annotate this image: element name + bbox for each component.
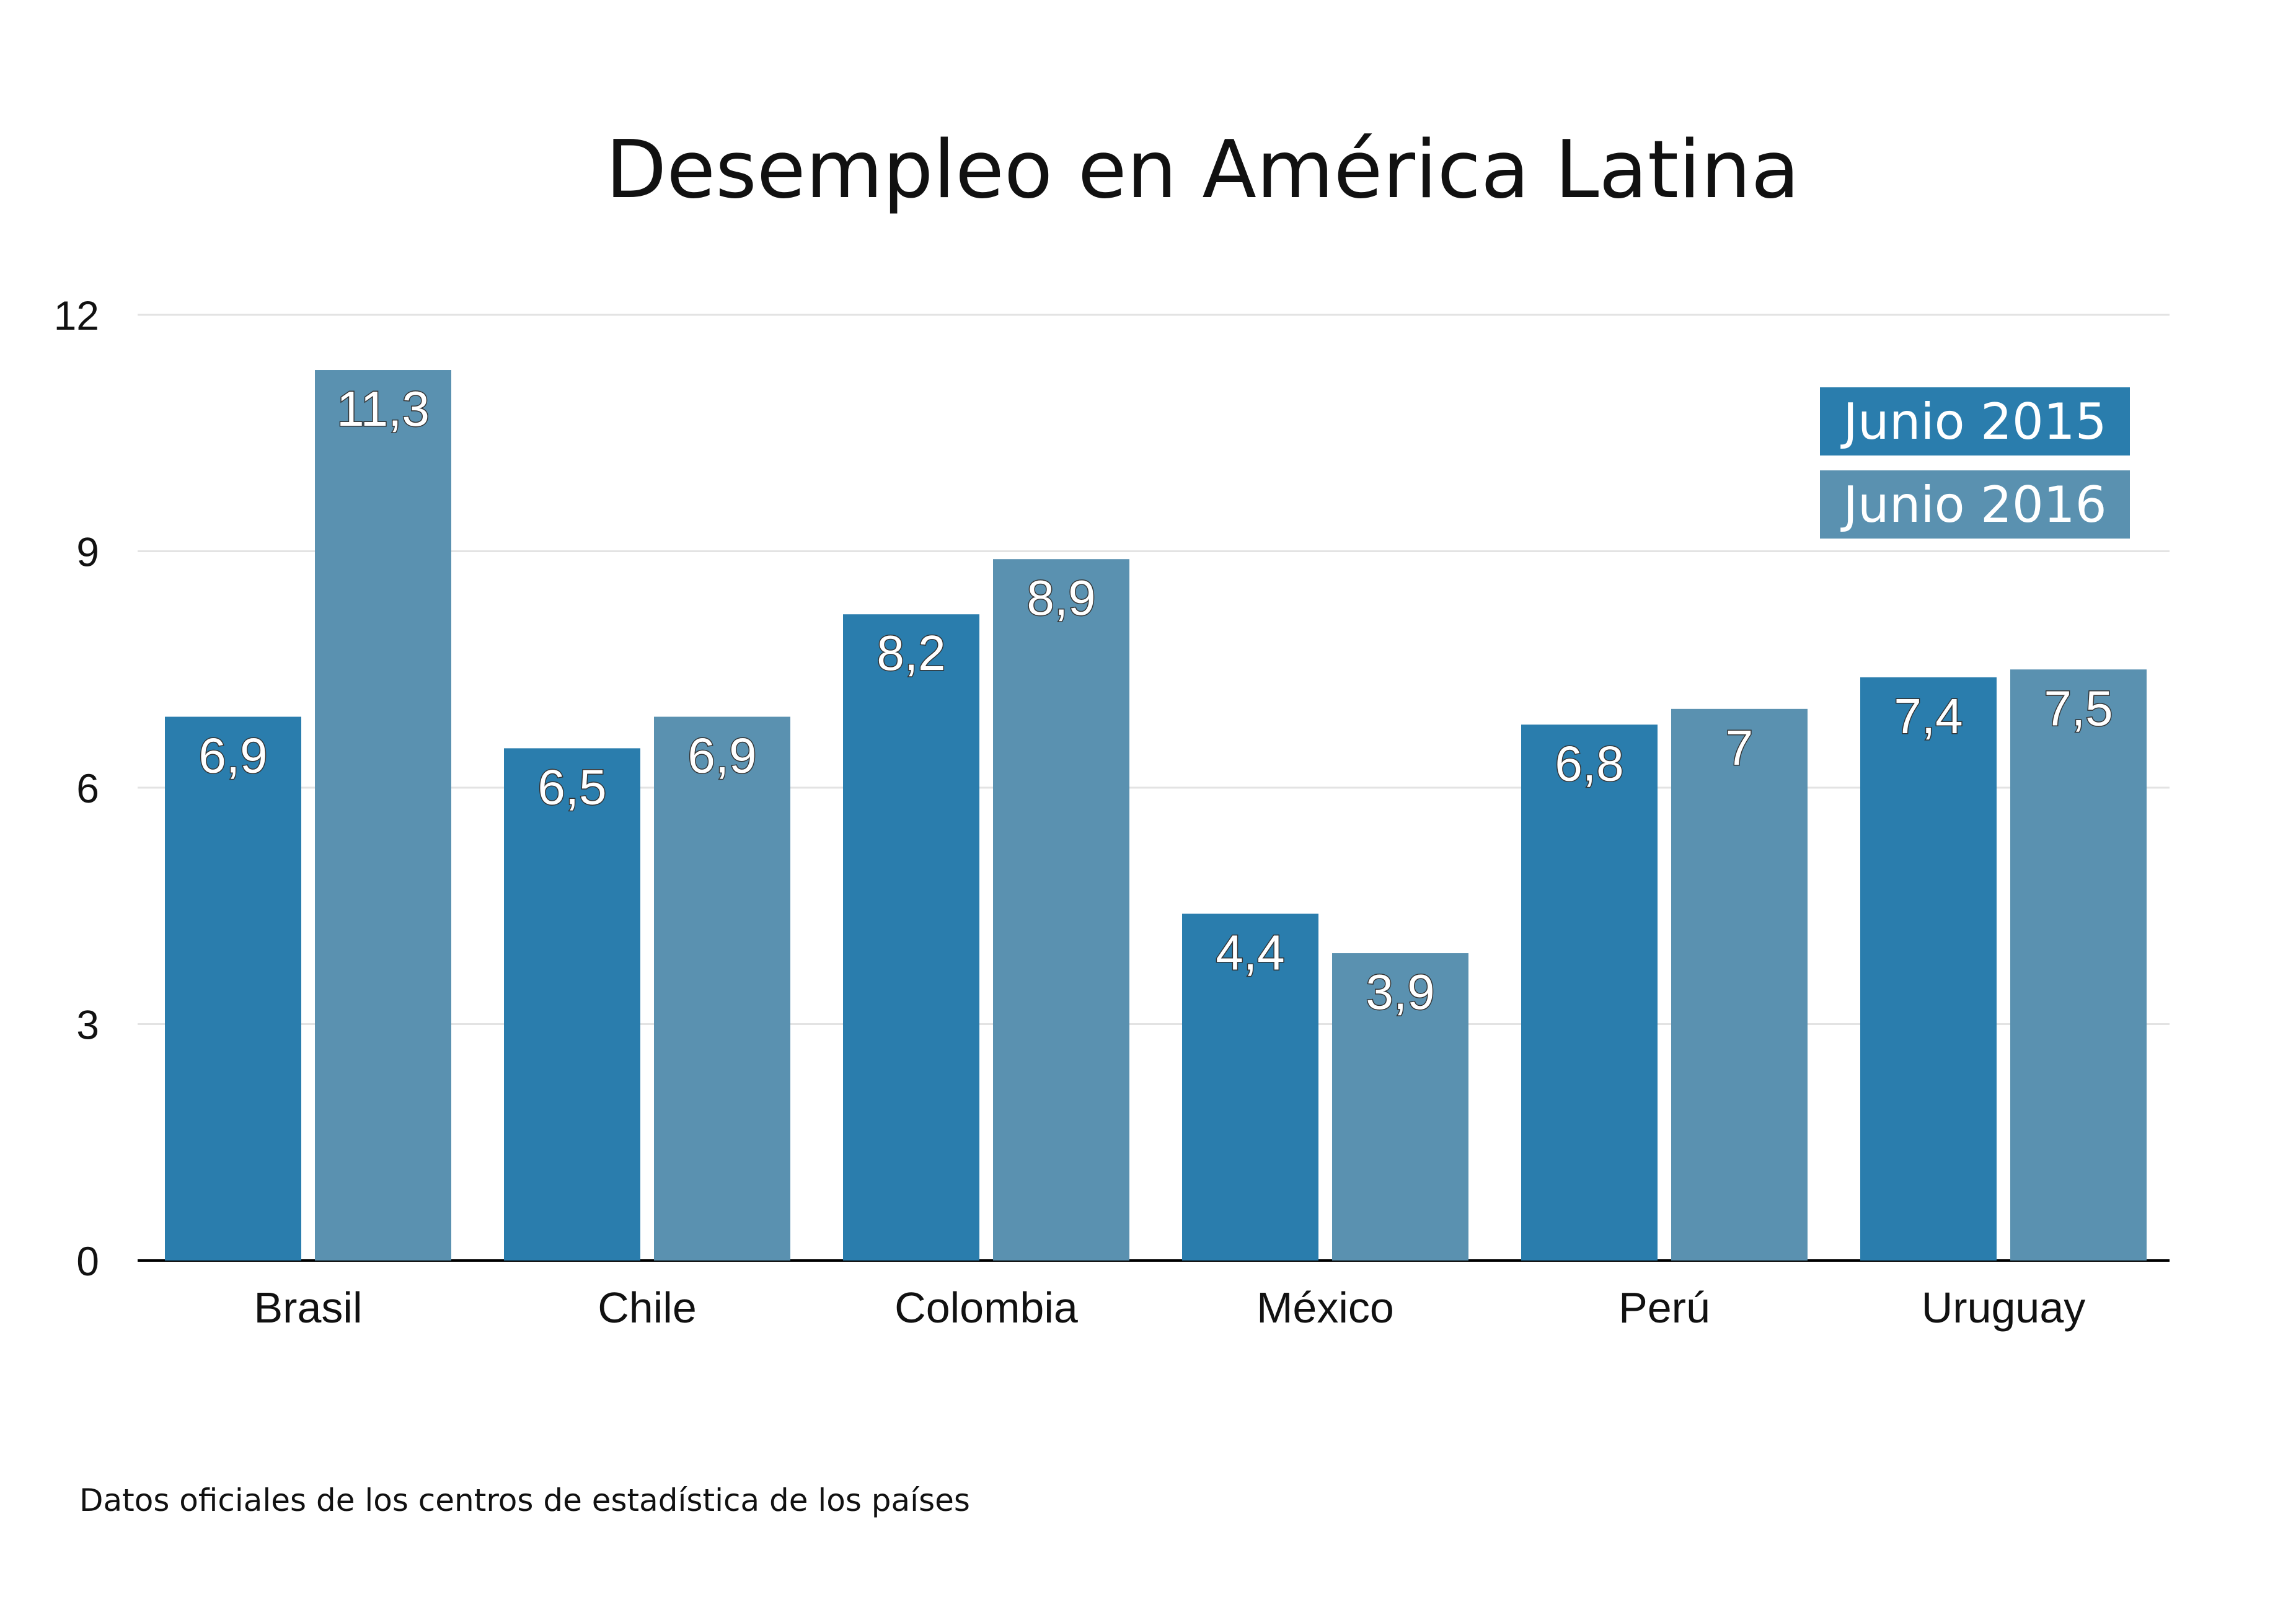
bars <box>165 370 2147 1261</box>
data-label: 6,8 <box>1555 736 1623 791</box>
x-tick-label: Brasil <box>254 1283 362 1332</box>
bar-méxico-series-1 <box>1182 913 1318 1261</box>
x-axis: Brasil Chile Colombia México Perú Uruguay <box>254 1283 2085 1332</box>
y-tick-label: 3 <box>76 1002 99 1048</box>
bar-colombia-series-2 <box>993 559 1129 1261</box>
bar-colombia-series-1 <box>843 614 979 1261</box>
legend-label: Junio 2016 <box>1840 476 2106 534</box>
y-tick-label: 9 <box>76 529 99 575</box>
x-tick-label: México <box>1256 1283 1394 1332</box>
bar-chile-series-2 <box>654 716 790 1261</box>
data-label: 8,9 <box>1027 570 1095 625</box>
legend-label: Junio 2015 <box>1840 393 2106 451</box>
x-tick-label: Colombia <box>894 1283 1078 1332</box>
legend: Junio 2015 Junio 2016 <box>1820 387 2130 539</box>
bar-méxico-series-2 <box>1332 953 1468 1261</box>
data-label: 6,5 <box>537 759 606 814</box>
x-tick-label: Uruguay <box>1922 1283 2086 1332</box>
data-label: 11,3 <box>337 381 430 436</box>
chart-title: Desempleo en América Latina <box>606 124 1799 216</box>
x-tick-label: Chile <box>598 1283 697 1332</box>
legend-swatch-2 <box>1820 470 2130 539</box>
y-tick-label: 6 <box>76 765 99 811</box>
y-axis: 0 3 6 9 12 <box>54 293 2170 1284</box>
legend-swatch-1 <box>1820 387 2130 455</box>
data-label: 6,9 <box>687 728 756 783</box>
data-label: 4,4 <box>1216 925 1284 980</box>
y-tick-label: 12 <box>54 293 99 338</box>
source-note: Datos oficiales de los centros de estadí… <box>79 1482 970 1518</box>
bar-chile-series-1 <box>504 748 640 1261</box>
y-tick-label: 0 <box>76 1238 99 1284</box>
data-label: 7 <box>1726 720 1754 775</box>
data-label: 8,2 <box>876 625 945 680</box>
x-tick-label: Perú <box>1618 1283 1710 1332</box>
grid-lines <box>138 314 2170 1025</box>
bar-brasil-series-1 <box>165 716 301 1261</box>
data-label: 7,4 <box>1894 689 1963 744</box>
data-label: 3,9 <box>1366 964 1434 1019</box>
data-labels: 6,9 11,3 6,5 6,9 8,2 8,9 4,4 3,9 6,8 7 7,4 7,5 <box>198 381 2114 1021</box>
bar-uruguay-series-2 <box>2010 669 2147 1261</box>
data-label: 6,9 <box>198 728 267 783</box>
data-label: 7,5 <box>2044 680 2113 736</box>
bar-brasil-series-2 <box>315 370 451 1261</box>
bar-perú-series-2 <box>1671 708 1808 1261</box>
bar-perú-series-1 <box>1521 724 1658 1261</box>
bar-uruguay-series-1 <box>1860 677 1997 1261</box>
